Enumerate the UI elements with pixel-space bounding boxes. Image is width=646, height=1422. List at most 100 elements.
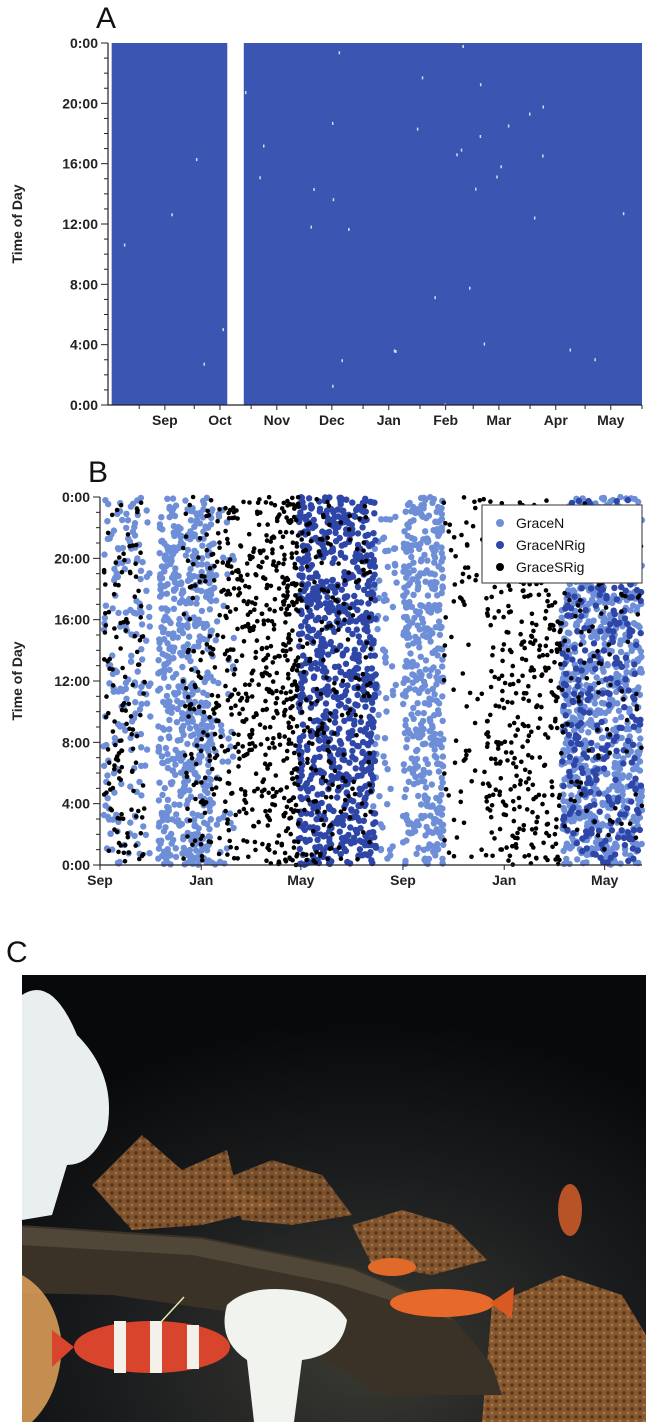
data-point xyxy=(136,778,143,786)
data-point xyxy=(161,540,168,547)
data-point xyxy=(607,652,612,657)
data-point xyxy=(133,610,140,617)
data-point xyxy=(410,591,417,598)
y-tick-label: 0:00 xyxy=(70,397,98,413)
data-point xyxy=(458,799,464,805)
data-point xyxy=(370,591,377,598)
data-point xyxy=(488,499,493,504)
data-point xyxy=(488,622,494,628)
data-point xyxy=(568,671,575,678)
data-point xyxy=(419,717,427,725)
data-point xyxy=(276,859,282,864)
data-point xyxy=(210,540,217,547)
data-point xyxy=(415,822,422,829)
data-point xyxy=(443,615,449,620)
data-point xyxy=(521,827,526,833)
data-point xyxy=(347,796,354,804)
data-point xyxy=(479,847,484,852)
data-point xyxy=(253,711,259,716)
data-point xyxy=(568,739,575,747)
data-point xyxy=(607,675,614,682)
data-point xyxy=(187,732,195,740)
data-point xyxy=(294,724,300,729)
data-point xyxy=(263,500,269,505)
data-point xyxy=(384,766,391,773)
data-point xyxy=(332,774,339,781)
data-point xyxy=(383,596,390,604)
data-point xyxy=(612,776,619,783)
data-point xyxy=(170,654,177,662)
data-point xyxy=(537,755,543,760)
data-point xyxy=(432,647,439,654)
data-point xyxy=(602,847,607,852)
data-point xyxy=(364,590,372,598)
data-point xyxy=(553,857,558,862)
data-point xyxy=(360,508,368,516)
data-point xyxy=(556,685,561,690)
data-point xyxy=(332,681,337,686)
data-point xyxy=(341,541,349,548)
data-point xyxy=(568,843,576,850)
data-point xyxy=(404,521,411,528)
data-point xyxy=(368,857,375,864)
gap-speck xyxy=(479,83,482,87)
data-point xyxy=(306,627,314,634)
data-point xyxy=(584,696,591,704)
data-point xyxy=(259,671,265,677)
data-point xyxy=(603,605,609,610)
data-point xyxy=(308,538,314,544)
data-point xyxy=(359,559,365,565)
data-point xyxy=(284,648,289,654)
data-point xyxy=(536,792,542,798)
data-point xyxy=(204,642,210,647)
data-point xyxy=(273,564,279,569)
data-point xyxy=(607,621,614,628)
gap-speck xyxy=(622,212,625,216)
data-point xyxy=(272,850,278,855)
data-point xyxy=(614,679,621,687)
data-point xyxy=(117,555,122,560)
data-point xyxy=(156,550,163,557)
data-point xyxy=(216,851,222,857)
data-point xyxy=(264,706,270,712)
data-point xyxy=(357,727,364,734)
data-point xyxy=(356,791,363,798)
data-point xyxy=(238,573,244,579)
data-point xyxy=(543,732,548,737)
data-point xyxy=(370,637,377,644)
data-point xyxy=(336,561,341,566)
data-point xyxy=(180,836,187,843)
data-point xyxy=(596,755,601,760)
data-point xyxy=(187,857,194,864)
data-point xyxy=(162,552,169,560)
data-point xyxy=(137,762,145,770)
data-point xyxy=(139,558,146,566)
data-point xyxy=(431,691,438,698)
data-point xyxy=(633,806,641,814)
data-point xyxy=(200,650,205,655)
data-point xyxy=(325,589,331,594)
data-point xyxy=(158,753,166,760)
data-point xyxy=(441,678,447,683)
data-point xyxy=(575,809,582,817)
data-point xyxy=(537,716,543,721)
data-point xyxy=(453,738,459,743)
data-point xyxy=(337,701,344,708)
data-point xyxy=(636,655,643,662)
data-point xyxy=(283,620,288,625)
data-point xyxy=(550,792,555,798)
data-point xyxy=(428,842,436,850)
data-point xyxy=(589,812,597,820)
data-point xyxy=(441,500,447,505)
data-point xyxy=(279,544,285,550)
data-point xyxy=(592,839,600,846)
data-point xyxy=(588,826,595,833)
data-point xyxy=(596,680,601,686)
data-point xyxy=(272,802,278,808)
data-point xyxy=(146,850,153,857)
data-point xyxy=(573,622,581,629)
data-point xyxy=(606,642,611,647)
data-point xyxy=(346,570,352,575)
data-point xyxy=(131,520,139,527)
data-point xyxy=(511,818,517,824)
